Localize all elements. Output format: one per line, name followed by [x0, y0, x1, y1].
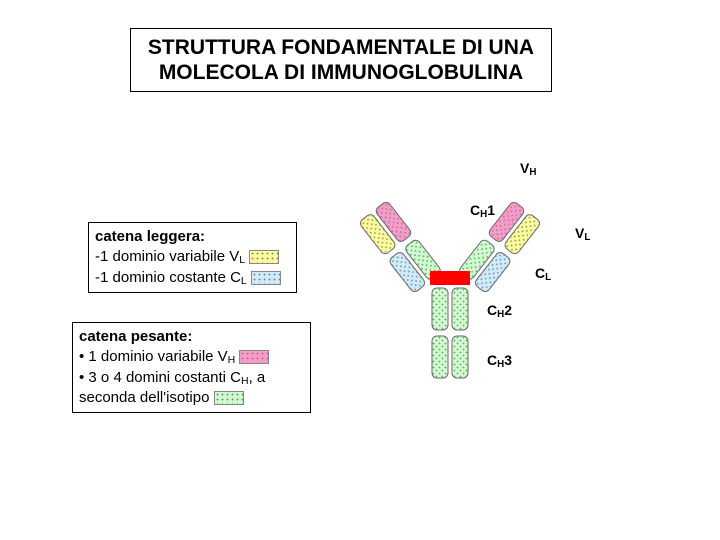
label-ch2: CH2 [487, 302, 512, 318]
label-vh: VH [520, 160, 536, 176]
antibody-diagram [0, 0, 720, 540]
label-cl: CL [535, 265, 551, 281]
label-ch3: CH3 [487, 352, 512, 368]
label-ch1: CH1 [470, 202, 495, 218]
label-vl: VL [575, 225, 590, 241]
